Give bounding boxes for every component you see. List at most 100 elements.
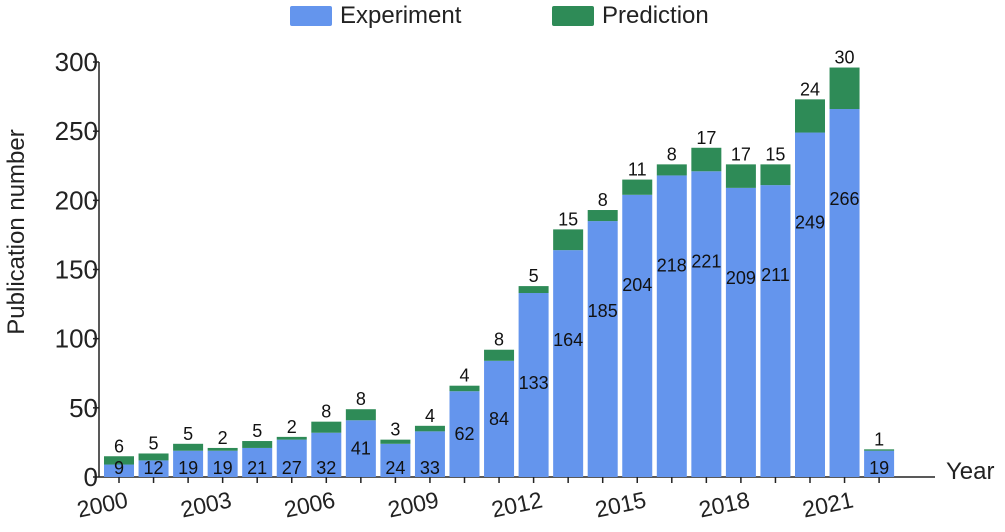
bar-prediction-2021	[829, 67, 860, 110]
bar-experiment-2003	[207, 450, 238, 477]
bar-prediction-2001	[138, 453, 169, 461]
bar-prediction-2018	[725, 164, 756, 188]
legend-label-prediction: Prediction	[602, 2, 709, 29]
y-tick-label-300: 300	[55, 47, 98, 77]
label-experiment-2001: 12	[144, 458, 164, 478]
label-prediction-2014: 8	[598, 190, 608, 210]
legend-item-experiment: Experiment	[290, 2, 461, 30]
bar-experiment-2022	[864, 450, 895, 477]
bar-prediction-2013	[553, 229, 584, 251]
value-labels: 69 5 12 5 19 2 19 5 21 2 27 8 32 8 41 3 24 4 33 4 62 8 84 5 133 1…	[114, 48, 889, 478]
x-axis-title: Year	[946, 458, 995, 485]
y-tick-label-0: 0	[84, 462, 98, 492]
label-prediction-2008: 3	[390, 420, 400, 440]
bar-prediction-2019	[760, 164, 791, 186]
label-prediction-2010: 4	[459, 366, 469, 386]
bar-experiment-2008	[380, 443, 411, 477]
legend: Experiment Prediction	[0, 2, 1005, 32]
y-tick-label-50: 50	[69, 393, 98, 423]
label-prediction-2016: 8	[667, 144, 677, 164]
label-prediction-2012: 5	[529, 266, 539, 286]
bar-prediction-2006	[311, 421, 342, 433]
bar-prediction-2022	[864, 449, 895, 451]
y-tick-label-150: 150	[55, 255, 98, 285]
bar-experiment-2007	[345, 420, 376, 477]
bar-experiment-2015	[622, 194, 653, 478]
x-tick-label-2003: 2003	[178, 486, 233, 522]
legend-swatch-prediction	[552, 6, 594, 26]
label-experiment-2010: 62	[454, 424, 474, 444]
label-experiment-2003: 19	[213, 458, 233, 478]
legend-label-experiment: Experiment	[340, 2, 462, 29]
bar-prediction-2003	[207, 447, 238, 451]
label-experiment-2006: 32	[316, 458, 336, 478]
bar-experiment-2016	[656, 175, 687, 477]
bar-prediction-2008	[380, 439, 411, 444]
bar-experiment-2019	[760, 185, 791, 477]
x-tick-label-2018: 2018	[696, 486, 751, 522]
bar-experiment-2017	[691, 171, 722, 478]
label-prediction-2011: 8	[494, 330, 504, 350]
bar-experiment-2020	[795, 132, 825, 478]
bar-prediction-2002	[173, 443, 204, 451]
bar-experiment-2014	[587, 221, 618, 477]
label-prediction-2005: 2	[287, 417, 297, 437]
label-prediction-2003: 2	[218, 428, 228, 448]
bar-experiment-2011	[484, 360, 515, 477]
bars	[104, 67, 895, 478]
bar-prediction-2009	[414, 425, 445, 432]
label-experiment-2005: 27	[282, 458, 302, 478]
label-prediction-2020: 24	[800, 79, 820, 99]
bar-experiment-2009	[414, 431, 445, 477]
bar-prediction-2004	[242, 441, 273, 448]
bar-experiment-2018	[725, 187, 756, 477]
legend-item-prediction: Prediction	[552, 2, 709, 30]
label-experiment-2021: 266	[830, 189, 860, 209]
label-prediction-2017: 17	[696, 128, 716, 148]
bar-prediction-2016	[656, 164, 687, 176]
bar-experiment-2013	[553, 250, 584, 477]
bar-prediction-2020	[795, 99, 825, 133]
y-tick-label-250: 250	[55, 116, 98, 146]
label-prediction-2006: 8	[321, 402, 331, 422]
bar-experiment-2002	[173, 450, 204, 477]
label-experiment-2019: 211	[761, 265, 790, 285]
bar-experiment-2001	[138, 460, 169, 477]
label-prediction-2009: 4	[425, 406, 435, 426]
x-tick-label-2006: 2006	[282, 486, 337, 522]
label-experiment-2020: 249	[795, 213, 825, 233]
label-experiment-2009: 33	[420, 458, 440, 478]
bar-prediction-2011	[484, 349, 515, 361]
bar-experiment-2005	[276, 439, 307, 477]
bar-prediction-2007	[345, 409, 376, 421]
label-experiment-2014: 185	[588, 301, 618, 321]
label-experiment-2018: 209	[726, 268, 756, 288]
label-prediction-2019: 15	[765, 144, 785, 164]
label-prediction-2007: 8	[356, 389, 366, 409]
label-experiment-2007: 41	[351, 439, 371, 459]
label-experiment-2016: 218	[657, 255, 687, 275]
label-prediction-2002: 5	[183, 424, 193, 444]
y-tick-label-200: 200	[55, 185, 98, 215]
x-tick-label-2009: 2009	[386, 486, 441, 522]
label-experiment-2002: 19	[178, 458, 198, 478]
y-tick-label-100: 100	[55, 324, 98, 354]
label-experiment-2017: 221	[691, 251, 721, 271]
bar-prediction-2014	[587, 210, 618, 222]
bar-prediction-2005	[276, 436, 307, 440]
label-prediction-2000: 6	[114, 436, 124, 456]
y-axis-title: Publication number	[3, 129, 30, 334]
label-experiment-2013: 164	[553, 330, 583, 350]
label-prediction-2021: 30	[835, 48, 855, 68]
bar-prediction-2000	[104, 456, 134, 465]
x-tick-label-2015: 2015	[593, 486, 648, 522]
label-experiment-2022: 19	[869, 458, 889, 478]
label-experiment-2008: 24	[385, 458, 405, 478]
bar-prediction-2017	[691, 147, 722, 172]
label-experiment-2004: 21	[247, 458, 267, 478]
label-prediction-2004: 5	[252, 421, 262, 441]
bar-experiment-2012	[518, 293, 549, 477]
label-prediction-2022: 1	[874, 429, 884, 449]
label-prediction-2013: 15	[558, 209, 578, 229]
